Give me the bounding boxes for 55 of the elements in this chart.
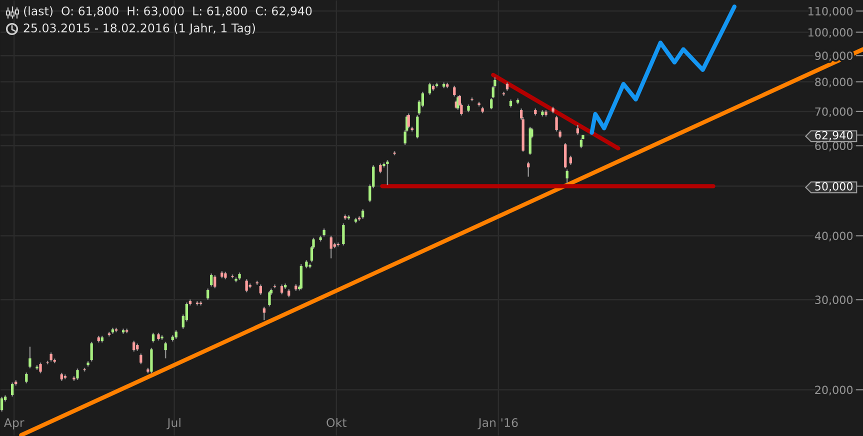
candlestick [416,114,419,140]
y-tick-label: 62,940 [815,131,853,141]
text: 25.03.2015 - 18.02.2016 (1 Jahr, 1 Tag) [24,23,255,35]
candlestick [361,208,364,220]
candlestick [555,115,558,132]
candlestick [386,160,389,186]
candlestick [50,352,52,362]
candlestick [76,368,79,380]
candlestick [39,362,42,374]
y-tick-label: 30,000 [815,296,853,306]
candlestick [206,288,210,300]
x-tick-label: Apr [4,418,24,430]
candlestick [214,274,216,289]
y-tick-label: 60,000 [815,142,853,152]
candlestick [527,161,530,178]
candlestick [490,98,493,110]
candlestick [576,124,580,136]
candlestick [428,82,432,96]
y-tick-label: 20,000 [815,386,853,396]
candlestick [152,332,155,344]
candlestick [132,340,136,352]
y-tick-label: 110,000 [808,7,853,17]
candlestick [28,346,32,369]
line-series [590,4,737,135]
candlestick [336,242,340,248]
chart-title: (last) O: 61,800 H: 63,000 L: 61,800 C: 62,940 [24,6,312,17]
candlestick [564,142,567,169]
y-tick-label: 80,000 [815,78,853,88]
candlestick [140,352,142,365]
x-tick-label: Okt [326,418,346,428]
candlestick [0,396,4,412]
x-tick-label: Jul [166,418,180,430]
y-tick-label: 50,000 [815,182,853,192]
candlestick [330,235,332,259]
candlestick [90,341,93,362]
y-tick-label: 100,000 [808,28,853,38]
candlestick [580,138,583,149]
candlestick [407,112,410,129]
candlestick [150,347,153,374]
candlestick [11,382,14,398]
y-tick-label: 70,000 [815,107,853,117]
candlestick [164,341,167,359]
candlestick [268,290,271,308]
candlestick [453,85,456,98]
candlestick [210,272,213,288]
candlestick [379,162,382,174]
candlestick [569,155,572,166]
candlestick [566,168,568,184]
candlestick [280,284,284,295]
candlestick [342,222,345,246]
candlestick [245,278,248,293]
x-tick-label: Jan '16 [478,418,518,430]
y-tick-label: 40,000 [814,232,853,242]
candlestick [259,284,262,296]
candlestick [25,372,28,384]
